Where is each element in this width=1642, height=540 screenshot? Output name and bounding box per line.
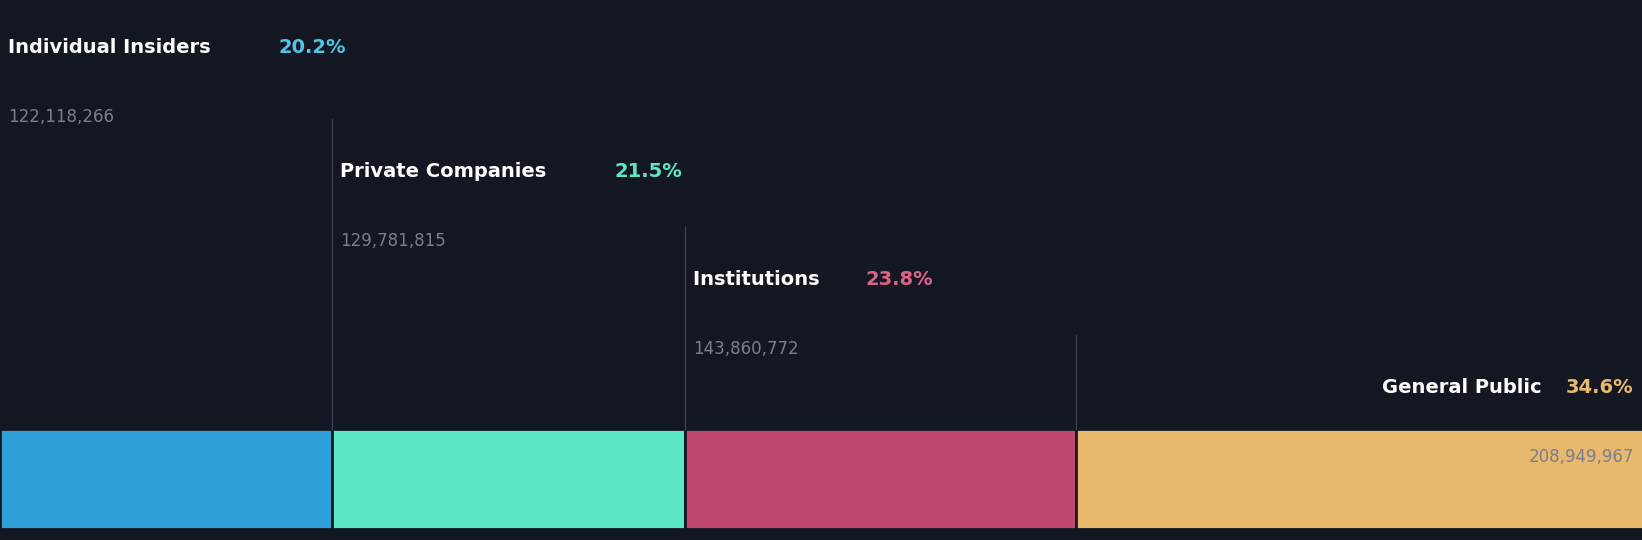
Text: Private Companies: Private Companies: [340, 162, 553, 181]
Text: Institutions: Institutions: [693, 270, 826, 289]
Text: 20.2%: 20.2%: [279, 38, 346, 57]
Text: 23.8%: 23.8%: [865, 270, 933, 289]
Bar: [332, 429, 685, 529]
Bar: [0, 429, 332, 529]
Text: Individual Insiders: Individual Insiders: [8, 38, 218, 57]
Text: General Public: General Public: [1383, 378, 1542, 397]
Text: 34.6%: 34.6%: [1566, 378, 1634, 397]
Text: 208,949,967: 208,949,967: [1529, 448, 1634, 466]
Bar: [685, 429, 1076, 529]
Text: 21.5%: 21.5%: [614, 162, 683, 181]
Text: 143,860,772: 143,860,772: [693, 340, 798, 358]
Text: 122,118,266: 122,118,266: [8, 108, 115, 126]
Text: 129,781,815: 129,781,815: [340, 232, 445, 250]
Bar: [1076, 429, 1642, 529]
